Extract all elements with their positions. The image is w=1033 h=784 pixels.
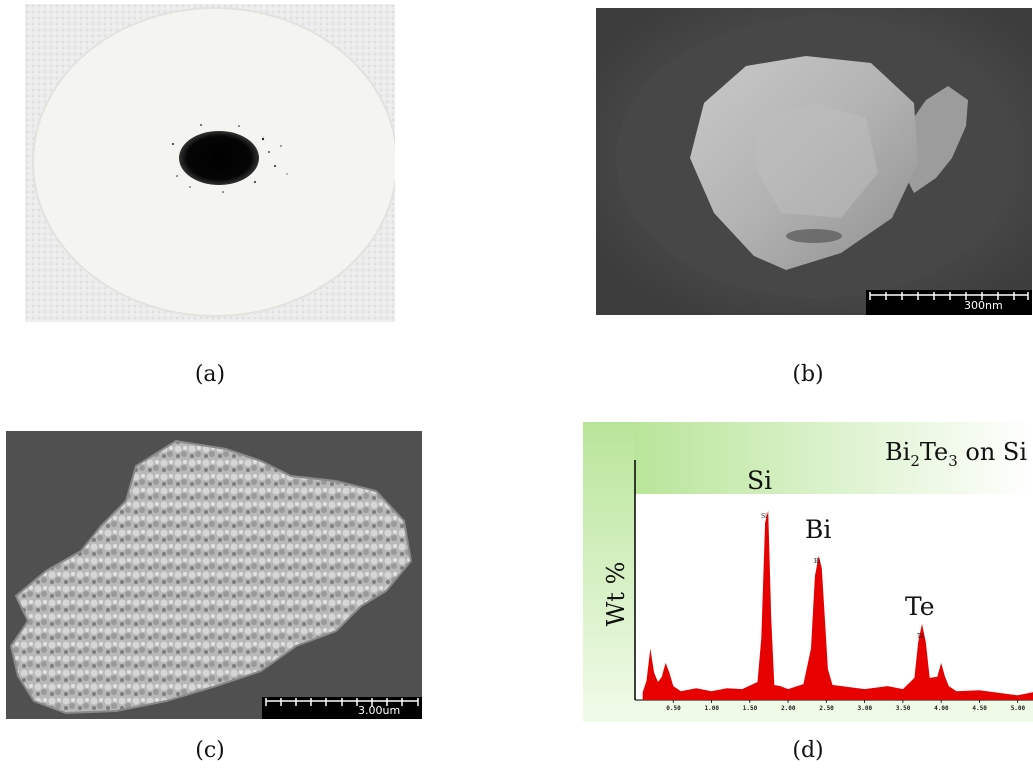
x-tick-label: 3.00 xyxy=(857,705,873,712)
scale-bar-box xyxy=(866,290,1032,315)
sem-aggregate-svg xyxy=(6,431,422,719)
sem-nanoparticle-svg xyxy=(596,8,1032,315)
scale-bar-box xyxy=(262,697,422,719)
caption-a: (a) xyxy=(194,362,226,387)
eds-header-band xyxy=(635,422,1033,494)
peak-small-label-te: Te xyxy=(917,633,925,640)
filter-disk-image xyxy=(25,4,395,322)
x-tick-label: 3.50 xyxy=(895,705,911,712)
x-tick-label: 0.50 xyxy=(666,705,681,712)
eds-title: Bi2Te3 on Si xyxy=(885,438,1028,470)
eds-plot-area xyxy=(635,494,1033,700)
sem-aggregate-image: 3.00um xyxy=(6,431,422,719)
peak-label-bi: Bi xyxy=(805,515,832,544)
scattered-particles xyxy=(172,124,288,193)
x-tick-label: 2.00 xyxy=(781,705,796,712)
caption-d: (d) xyxy=(792,738,824,763)
x-tick-label: 1.50 xyxy=(742,705,758,712)
filter-disk-photo xyxy=(25,4,395,322)
peak-small-label-bi: Bi xyxy=(814,558,821,565)
caption-c: (c) xyxy=(195,738,225,763)
scale-bar-label: 3.00um xyxy=(358,704,401,717)
caption-b: (b) xyxy=(792,362,824,387)
scale-bar-label: 300nm xyxy=(964,299,1003,312)
particle-aggregate xyxy=(9,439,413,715)
peak-small-label-si: Si xyxy=(761,513,768,520)
scale-bar-ticks xyxy=(869,292,1029,300)
sem-nanoparticle-image: 300nm xyxy=(596,8,1032,315)
x-tick-label: 4.50 xyxy=(972,705,987,712)
peak-label-si: Si xyxy=(747,466,773,495)
x-tick-label: 4.00 xyxy=(934,705,949,712)
eds-spectrum-svg xyxy=(583,422,1033,722)
peak-label-te: Te xyxy=(905,592,935,621)
eds-spectrum-chart: Bi2Te3 on Si Wt % Si Bi Te Si Bi Te 0.50… xyxy=(583,422,1033,722)
scale-bar-ticks xyxy=(265,698,419,706)
x-axis-ticks xyxy=(672,700,1019,703)
crystal-facet xyxy=(754,103,878,218)
x-tick-label: 1.00 xyxy=(704,705,719,712)
y-axis-label: Wt % xyxy=(602,561,630,627)
x-tick-label: 5.00 xyxy=(1010,705,1026,712)
x-tick-label: 2.50 xyxy=(819,705,834,712)
dark-deposit xyxy=(179,131,259,185)
